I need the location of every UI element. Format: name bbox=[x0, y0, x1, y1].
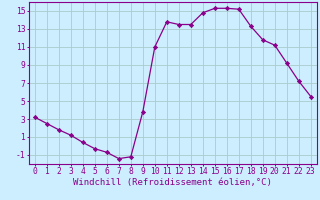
X-axis label: Windchill (Refroidissement éolien,°C): Windchill (Refroidissement éolien,°C) bbox=[73, 178, 272, 187]
